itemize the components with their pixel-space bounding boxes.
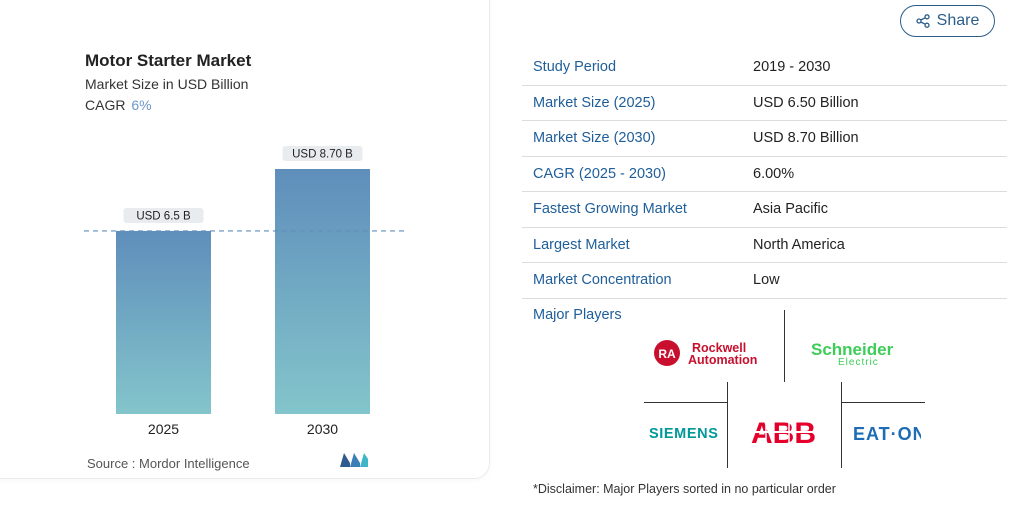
row-value: North America xyxy=(753,236,845,253)
divider xyxy=(727,382,728,468)
table-row: Market Concentration Low xyxy=(522,263,1007,299)
rockwell-automation-logo: RA Rockwell Automation xyxy=(654,340,757,367)
rockwell-text: Rockwell Automation xyxy=(688,341,757,367)
cagr-label: CAGR xyxy=(85,97,126,113)
table-row: Market Size (2030) USD 8.70 Billion xyxy=(522,121,1007,157)
disclaimer-text: *Disclaimer: Major Players sorted in no … xyxy=(533,482,836,496)
row-value: Low xyxy=(753,272,780,289)
siemens-logo: SIEMENS xyxy=(649,426,718,442)
data-label-bg xyxy=(123,207,204,223)
x-tick-label: 2025 xyxy=(148,421,179,437)
row-label[interactable]: Market Concentration xyxy=(533,272,672,289)
bar-2030 xyxy=(275,169,370,414)
divider xyxy=(841,402,925,403)
table-row: Study Period 2019 - 2030 xyxy=(522,50,1007,86)
schneider-text: Schneider Electric xyxy=(811,340,894,368)
row-value: USD 8.70 Billion xyxy=(753,130,859,147)
row-value: USD 6.50 Billion xyxy=(753,94,859,111)
bar-2025 xyxy=(116,230,211,414)
row-label[interactable]: Study Period xyxy=(533,59,617,76)
data-label-bg xyxy=(282,146,363,161)
mordor-intelligence-logo xyxy=(340,453,368,467)
chart-subtitle: Market Size in USD Billion xyxy=(85,76,249,92)
eaton-text: EAT·ON xyxy=(853,424,921,444)
row-label[interactable]: Market Size (2025) xyxy=(533,94,656,111)
share-icon xyxy=(915,14,930,28)
row-value: 6.00% xyxy=(753,165,795,182)
share-button[interactable]: Share xyxy=(900,5,995,37)
data-label: USD 6.5 B xyxy=(136,210,191,222)
source-text: Source : Mordor Intelligence xyxy=(87,456,250,471)
row-value: Asia Pacific xyxy=(753,201,828,218)
share-label: Share xyxy=(936,12,980,29)
divider xyxy=(644,402,728,403)
table-row: Largest Market North America xyxy=(522,228,1007,263)
table-row: Fastest Growing Market Asia Pacific xyxy=(522,192,1007,228)
eaton-logo: EAT·ON xyxy=(853,424,921,444)
data-label: USD 8.70 B xyxy=(292,149,353,161)
schneider-electric-logo: Schneider Electric xyxy=(811,340,894,368)
table-row: CAGR (2025 - 2030) 6.00% xyxy=(522,157,1007,192)
row-value: 2019 - 2030 xyxy=(753,59,831,76)
divider xyxy=(784,310,785,382)
row-label[interactable]: CAGR (2025 - 2030) xyxy=(533,165,666,182)
row-label[interactable]: Fastest Growing Market xyxy=(533,201,687,218)
x-tick-label: 2030 xyxy=(307,421,338,437)
chart-card xyxy=(0,0,490,479)
table-row: Market Size (2025) USD 6.50 Billion xyxy=(522,86,1007,121)
chart-cagr: CAGR 6% xyxy=(85,97,152,113)
divider xyxy=(841,382,842,468)
row-label[interactable]: Largest Market xyxy=(533,236,630,253)
row-label[interactable]: Market Size (2030) xyxy=(533,130,656,147)
svg-text:RA: RA xyxy=(658,347,676,361)
bar-chart: USD 6.5 B 2025 USD 8.70 B 2030 xyxy=(84,146,404,437)
abb-logo: ABB xyxy=(749,414,821,448)
chart-title: Motor Starter Market xyxy=(85,51,252,70)
siemens-text: SIEMENS xyxy=(649,426,718,442)
market-summary-table: Study Period 2019 - 2030 Market Size (202… xyxy=(522,50,1007,299)
cagr-value: 6% xyxy=(131,97,152,113)
major-players-title[interactable]: Major Players xyxy=(533,307,622,323)
